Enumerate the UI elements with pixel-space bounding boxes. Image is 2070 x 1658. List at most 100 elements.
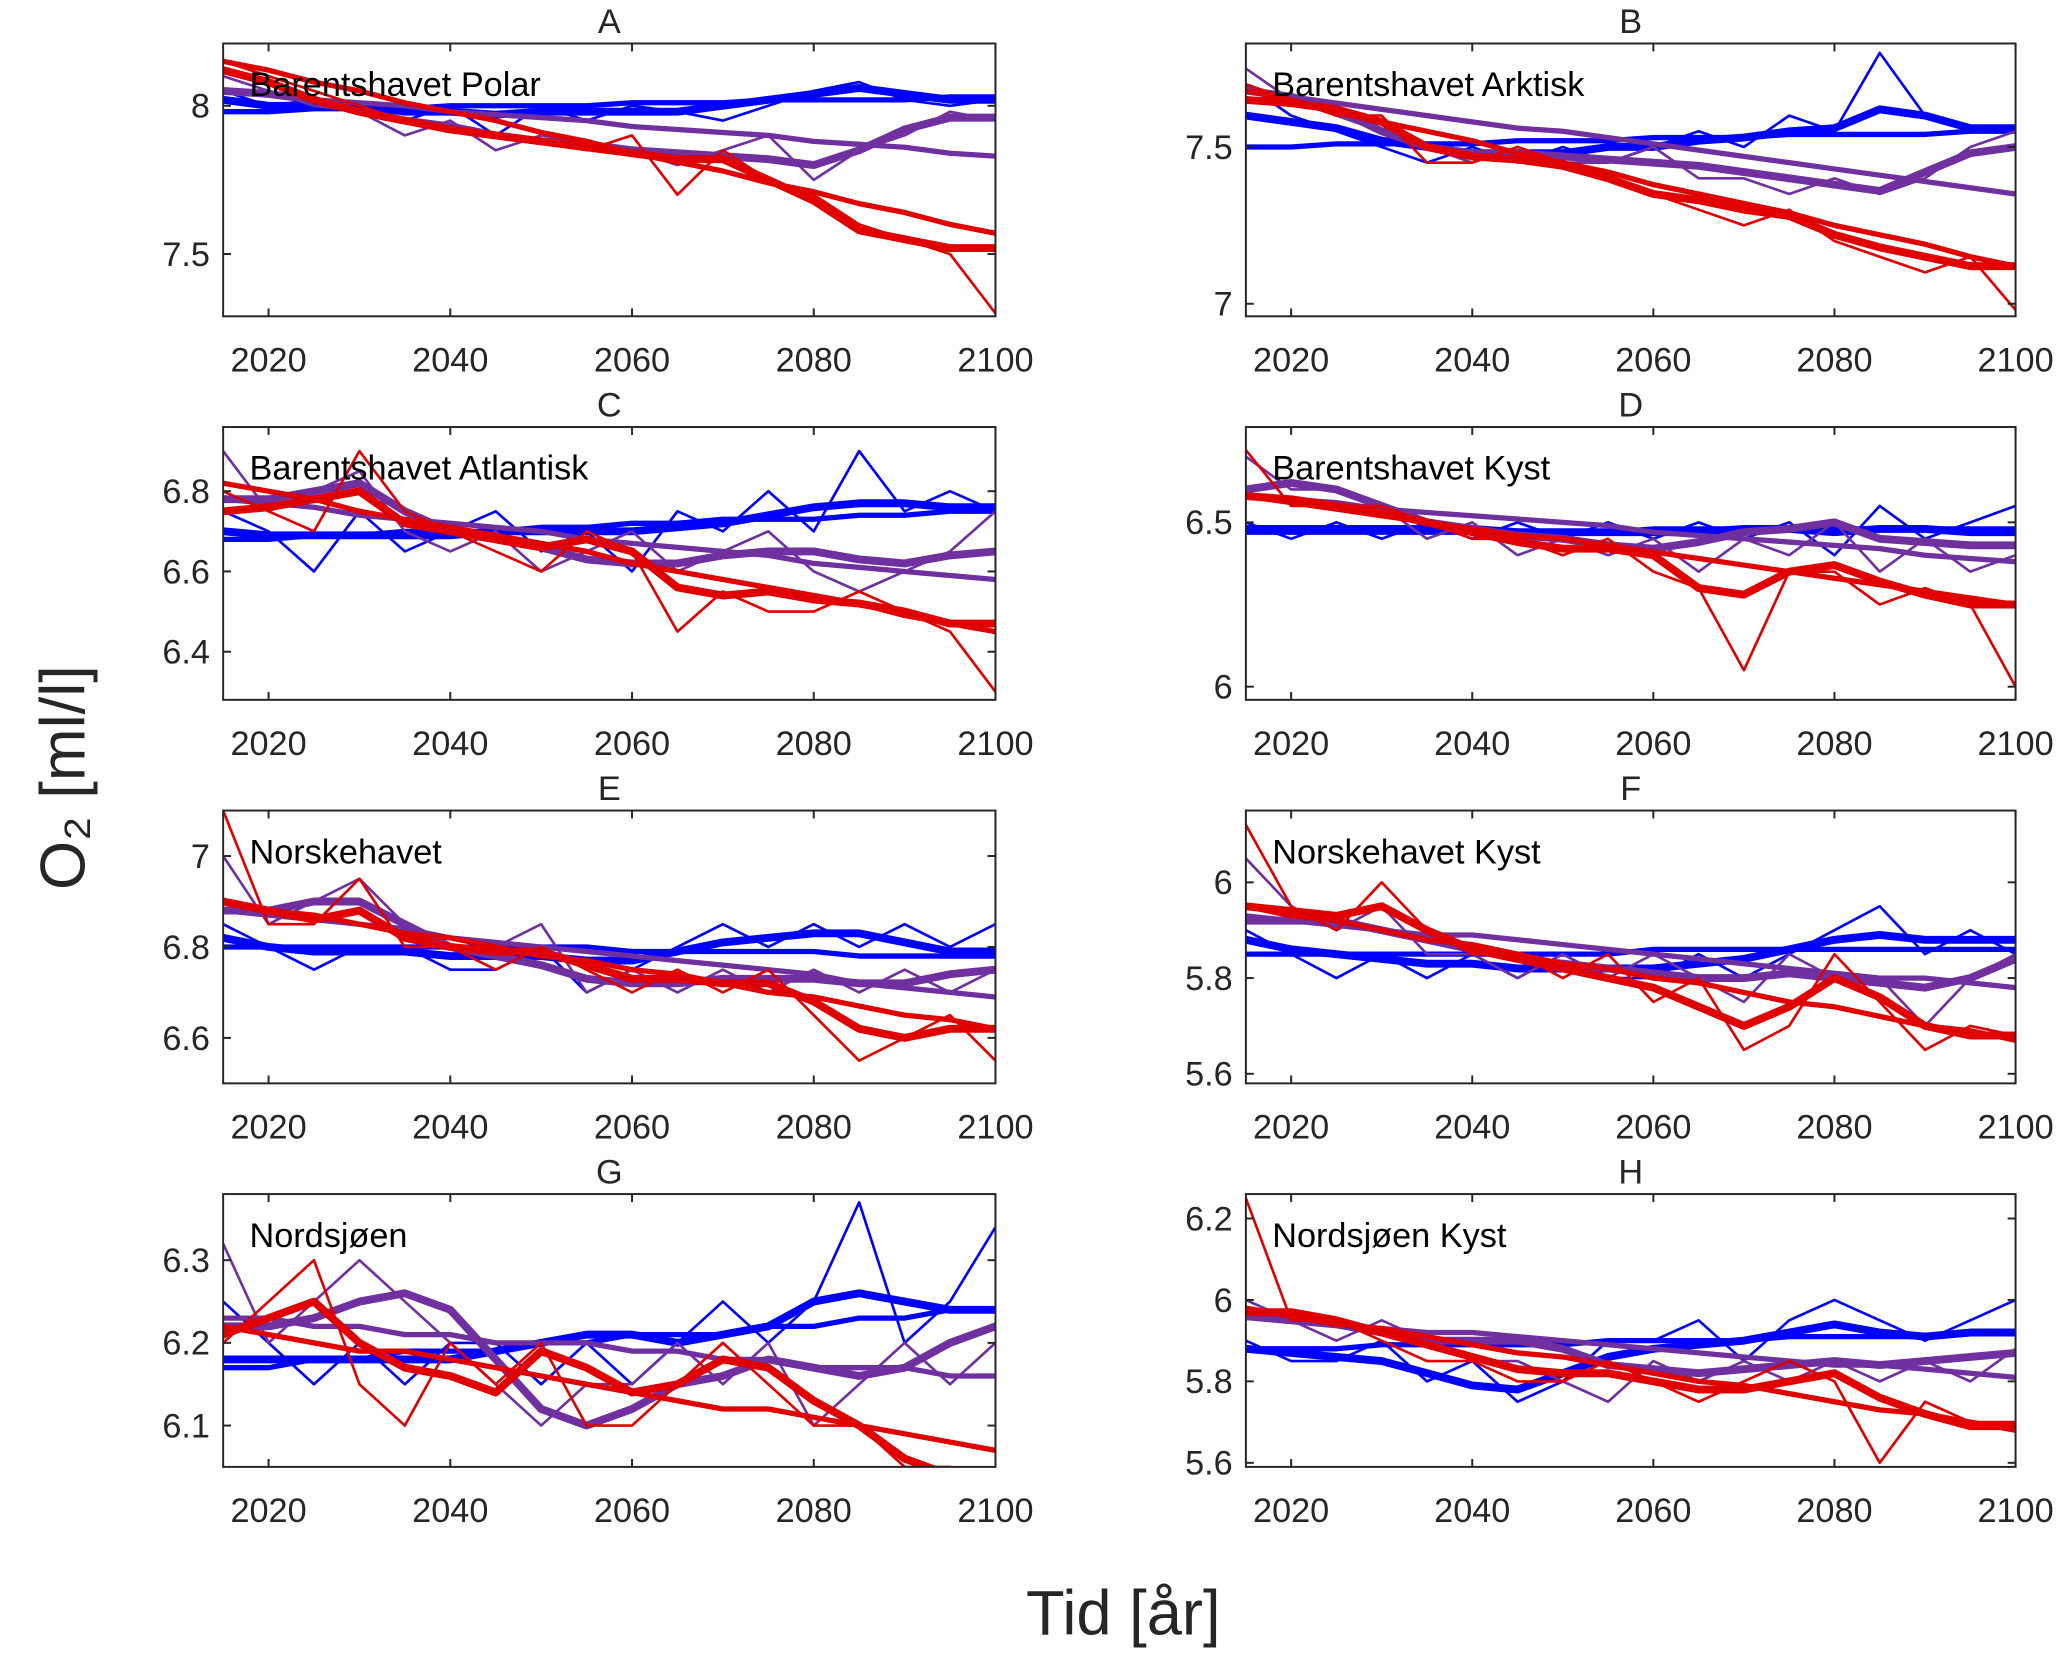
x-tick-label: 2020 (230, 1492, 306, 1530)
x-tick-label: 2040 (1434, 342, 1510, 380)
panel: 2020 2040 2060 2080 2100 6 6.5 D Barentshavet Ky… (1185, 386, 2054, 763)
x-tick-label: 2060 (594, 1492, 670, 1530)
data-line (223, 508, 996, 542)
x-tick-label: 2080 (1796, 1492, 1872, 1530)
x-tick-label: 2100 (957, 725, 1033, 763)
y-tick-label: 6.2 (162, 1325, 210, 1363)
y-tick-label: 5.8 (1185, 960, 1233, 998)
data-line (1245, 1329, 2016, 1352)
x-tick-label: 2100 (957, 1492, 1033, 1530)
panel: 2020 2040 2060 2080 2100 6.1 6.2 6.3 G Nordsjøen (162, 1154, 1033, 1531)
data-line (1245, 1308, 2016, 1431)
y-tick-label: 5.8 (1185, 1363, 1233, 1401)
x-tick-label: 2080 (776, 725, 852, 763)
y-tick-label: 6.8 (162, 929, 210, 967)
y-tick-label: 7 (191, 838, 210, 876)
x-tick-label: 2020 (1253, 342, 1329, 380)
y-tick-label: 8 (191, 88, 210, 126)
panel-title: B (1619, 3, 1642, 41)
data-line (223, 1315, 996, 1379)
panel-title: C (597, 386, 622, 424)
axes-box (222, 426, 997, 701)
x-tick-label: 2040 (412, 1109, 488, 1147)
y-tick-label: 7.5 (1185, 129, 1233, 167)
region-label: Nordsjøen Kyst (1272, 1217, 1507, 1255)
data-line (1245, 86, 2016, 195)
x-tick-label: 2060 (1615, 1109, 1691, 1147)
data-line (223, 944, 996, 959)
data-line (1245, 1298, 2016, 1404)
region-label: Norskehavet Kyst (1272, 833, 1541, 871)
x-tick-label: 2040 (412, 342, 488, 380)
x-tick-label: 2020 (230, 1109, 306, 1147)
axes-box (1244, 426, 2017, 701)
panel-title: A (598, 3, 621, 41)
data-line (223, 449, 996, 573)
y-tick-label: 6 (1214, 1282, 1233, 1320)
region-label: Barentshavet Polar (249, 66, 540, 104)
region-label: Barentshavet Atlantisk (249, 450, 589, 488)
data-line (1245, 1305, 2016, 1433)
data-line (1245, 903, 2016, 1043)
data-line (1245, 823, 2016, 1052)
x-tick-label: 2020 (230, 342, 306, 380)
data-line (223, 1323, 996, 1453)
panel: 2020 2040 2060 2080 2100 6.6 6.8 7 E Norskehavet (162, 770, 1033, 1147)
y-axis-label: O₂ [ml/l] (29, 665, 99, 890)
data-line (223, 59, 996, 315)
panel: 2020 2040 2060 2080 2100 7 7.5 B Barentshavet Ar… (1185, 3, 2054, 380)
data-line (223, 929, 996, 965)
y-tick-label: 6.5 (1185, 504, 1233, 542)
data-line (223, 810, 996, 1062)
x-tick-label: 2100 (1977, 342, 2053, 380)
data-line (1245, 493, 2016, 608)
region-label: Barentshavet Kyst (1272, 450, 1550, 488)
y-tick-label: 6.6 (162, 553, 210, 591)
panel-title: E (598, 770, 621, 808)
data-line (223, 1307, 996, 1371)
x-tick-label: 2060 (594, 1109, 670, 1147)
x-tick-label: 2080 (1796, 725, 1872, 763)
x-tick-label: 2080 (1796, 1109, 1872, 1147)
x-tick-label: 2080 (776, 1109, 852, 1147)
x-tick-label: 2080 (776, 1492, 852, 1530)
y-tick-label: 6.2 (1185, 1200, 1233, 1238)
panel: 2020 2040 2060 2080 2100 5.6 5.8 6 F Norskehavet … (1185, 770, 2054, 1147)
data-line (1245, 1320, 2016, 1394)
axes-box (1244, 809, 2017, 1085)
x-tick-label: 2020 (230, 725, 306, 763)
x-tick-label: 2060 (1615, 342, 1691, 380)
x-tick-label: 2020 (1253, 1109, 1329, 1147)
y-tick-label: 5.6 (1185, 1445, 1233, 1483)
plot-area (1245, 427, 2016, 700)
x-tick-label: 2100 (957, 1109, 1033, 1147)
panel: 2020 2040 2060 2080 2100 5.6 5.8 6 6.2 H Nordsjøen… (1185, 1154, 2054, 1531)
data-line (1245, 87, 2016, 197)
x-tick-label: 2060 (594, 342, 670, 380)
data-line (223, 58, 996, 236)
x-tick-label: 2060 (594, 725, 670, 763)
y-tick-label: 7.5 (162, 236, 210, 274)
x-tick-label: 2100 (957, 342, 1033, 380)
x-tick-label: 2040 (1434, 1492, 1510, 1530)
x-tick-label: 2100 (1977, 1492, 2053, 1530)
x-tick-label: 2020 (1253, 725, 1329, 763)
x-tick-label: 2060 (1615, 1492, 1691, 1530)
region-label: Barentshavet Arktisk (1272, 66, 1585, 104)
y-tick-label: 6.3 (162, 1242, 210, 1280)
y-tick-label: 6 (1214, 864, 1233, 902)
x-tick-label: 2080 (1796, 342, 1872, 380)
y-tick-label: 6.8 (162, 473, 210, 511)
x-tick-label: 2060 (1615, 725, 1691, 763)
panel-title: F (1620, 770, 1641, 808)
data-line (223, 898, 996, 1032)
region-label: Nordsjøen (249, 1217, 407, 1255)
axes-box (222, 1193, 997, 1468)
data-line (1245, 105, 2016, 158)
x-tick-label: 2100 (1977, 725, 2053, 763)
data-line (223, 1289, 996, 1430)
panel-title: H (1618, 1154, 1643, 1192)
data-line (223, 66, 996, 253)
data-line (1245, 902, 2016, 1040)
